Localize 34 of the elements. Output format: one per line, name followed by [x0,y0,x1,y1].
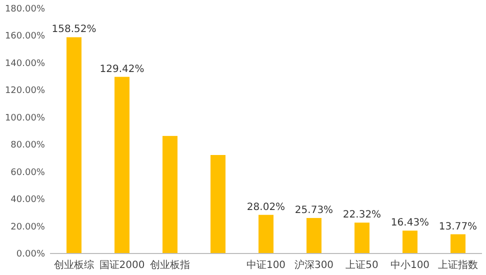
bar [66,37,82,253]
y-tick-label: 40.00% [10,195,46,206]
bar [402,230,418,253]
y-tick-label: 80.00% [10,140,46,151]
x-tick-label: 创业板指 [150,259,190,271]
x-tick-label: 创业板综 [54,259,94,271]
bar [306,218,322,253]
x-tick-label: 上证50 [346,259,378,271]
bar [354,222,370,253]
x-tick-label: 中证100 [246,259,286,271]
x-tick-label: 上证指数 [438,259,478,271]
y-tick-label: 20.00% [10,222,46,232]
data-label: 28.02% [246,202,286,213]
data-label: 13.77% [438,221,478,232]
data-label: 22.32% [342,210,382,221]
bar [450,234,466,253]
bar [162,136,178,253]
bar [114,76,130,253]
data-label: 16.43% [390,218,430,229]
data-label: 25.73% [294,204,334,216]
y-tick-label: 60.00% [10,168,46,178]
y-tick-label: 180.00% [4,4,46,14]
data-label: 129.42% [100,64,144,75]
y-tick-label: 120.00% [4,86,46,96]
x-tick-label: 国证2000 [99,259,145,271]
bar [210,155,226,253]
bar [258,214,274,253]
y-tick-label: 0.00% [16,250,46,260]
x-tick-label: 中小100 [390,259,430,271]
y-tick-label: 140.00% [4,58,46,69]
y-tick-label: 100.00% [4,113,46,124]
x-tick-label: 沪深300 [294,259,334,271]
data-label: 158.52% [52,24,96,36]
y-tick-label: 160.00% [4,32,46,42]
